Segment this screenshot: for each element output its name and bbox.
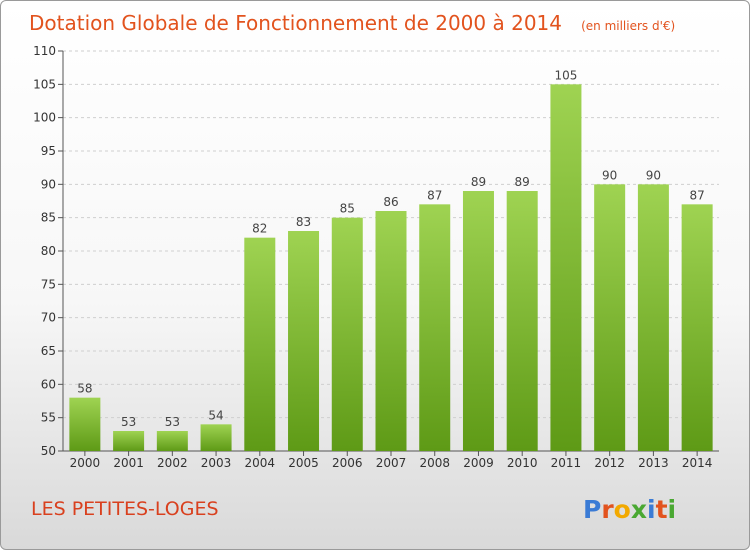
bar [113, 431, 145, 451]
y-tick-label: 105 [33, 77, 56, 91]
data-label: 58 [77, 382, 92, 396]
logo-letter: t [656, 495, 668, 524]
x-tick-label: 2002 [157, 456, 188, 470]
y-tick-label: 75 [41, 277, 56, 291]
x-tick-label: 2007 [376, 456, 407, 470]
bar [419, 204, 451, 451]
x-tick-label: 2004 [245, 456, 276, 470]
bar [69, 397, 101, 451]
data-label: 89 [471, 175, 486, 189]
bar [156, 431, 188, 451]
x-tick-label: 2010 [507, 456, 538, 470]
bar [200, 424, 232, 451]
data-label: 89 [515, 175, 530, 189]
x-tick-label: 2005 [288, 456, 319, 470]
y-tick-label: 95 [41, 144, 56, 158]
bar [462, 191, 494, 451]
logo-letter: i [647, 495, 656, 524]
x-tick-label: 2012 [594, 456, 625, 470]
data-label: 87 [427, 188, 442, 202]
bar [637, 184, 669, 452]
x-tick-labels: 2000 2001 2002 2003 2004 2005 2006 2007 2008 2009… [70, 451, 713, 470]
data-label: 90 [646, 168, 661, 182]
data-label: 105 [554, 68, 577, 82]
y-tick-label: 70 [41, 311, 56, 325]
x-tick-label: 2006 [332, 456, 363, 470]
bars: 58 53 53 54 82 83 85 86 87 89 89 105 90 90 87 [69, 68, 713, 452]
x-tick-label: 2011 [551, 456, 582, 470]
data-label: 86 [383, 195, 398, 209]
chart-title: Dotation Globale de Fonctionnement de 20… [29, 11, 675, 35]
y-tick-labels: 50 55 60 65 70 75 80 85 90 95 100 105 110 [33, 44, 56, 458]
bar [506, 191, 538, 451]
x-tick-label: 2001 [113, 456, 144, 470]
bar [681, 204, 713, 451]
data-label: 83 [296, 215, 311, 229]
data-label: 85 [340, 202, 355, 216]
data-label: 82 [252, 222, 267, 236]
bar [331, 217, 363, 451]
y-tick-label: 50 [41, 444, 56, 458]
y-tick-label: 100 [33, 111, 56, 125]
logo-letter: P [583, 495, 601, 524]
x-tick-label: 2000 [70, 456, 101, 470]
logo-letter: o [614, 495, 631, 524]
bar [550, 84, 582, 451]
y-tick-label: 55 [41, 411, 56, 425]
data-label: 53 [121, 415, 136, 429]
logo-letter: x [631, 495, 647, 524]
bar [244, 237, 276, 451]
y-tick-label: 65 [41, 344, 56, 358]
x-tick-label: 2003 [201, 456, 232, 470]
proxiti-logo: Proxiti [583, 495, 676, 524]
bar [375, 211, 407, 451]
chart-unit-text: (en milliers d'€) [581, 19, 675, 33]
chart-title-text: Dotation Globale de Fonctionnement de 20… [29, 11, 562, 35]
y-tick-label: 110 [33, 44, 56, 58]
y-tick-label: 85 [41, 211, 56, 225]
bar [594, 184, 626, 452]
y-tick-label: 80 [41, 244, 56, 258]
y-tick-label: 90 [41, 177, 56, 191]
logo-letter: r [601, 495, 614, 524]
commune-name: LES PETITES-LOGES [31, 498, 219, 520]
x-tick-label: 2009 [463, 456, 494, 470]
x-tick-label: 2013 [638, 456, 669, 470]
data-label: 54 [208, 408, 223, 422]
y-tick-label: 60 [41, 377, 56, 391]
x-tick-label: 2008 [419, 456, 450, 470]
data-label: 53 [165, 415, 180, 429]
x-tick-label: 2014 [682, 456, 713, 470]
bar [288, 231, 320, 451]
logo-letter: i [668, 495, 677, 524]
logo-text: Proxiti [583, 495, 676, 524]
data-label: 90 [602, 168, 617, 182]
data-label: 87 [689, 188, 704, 202]
